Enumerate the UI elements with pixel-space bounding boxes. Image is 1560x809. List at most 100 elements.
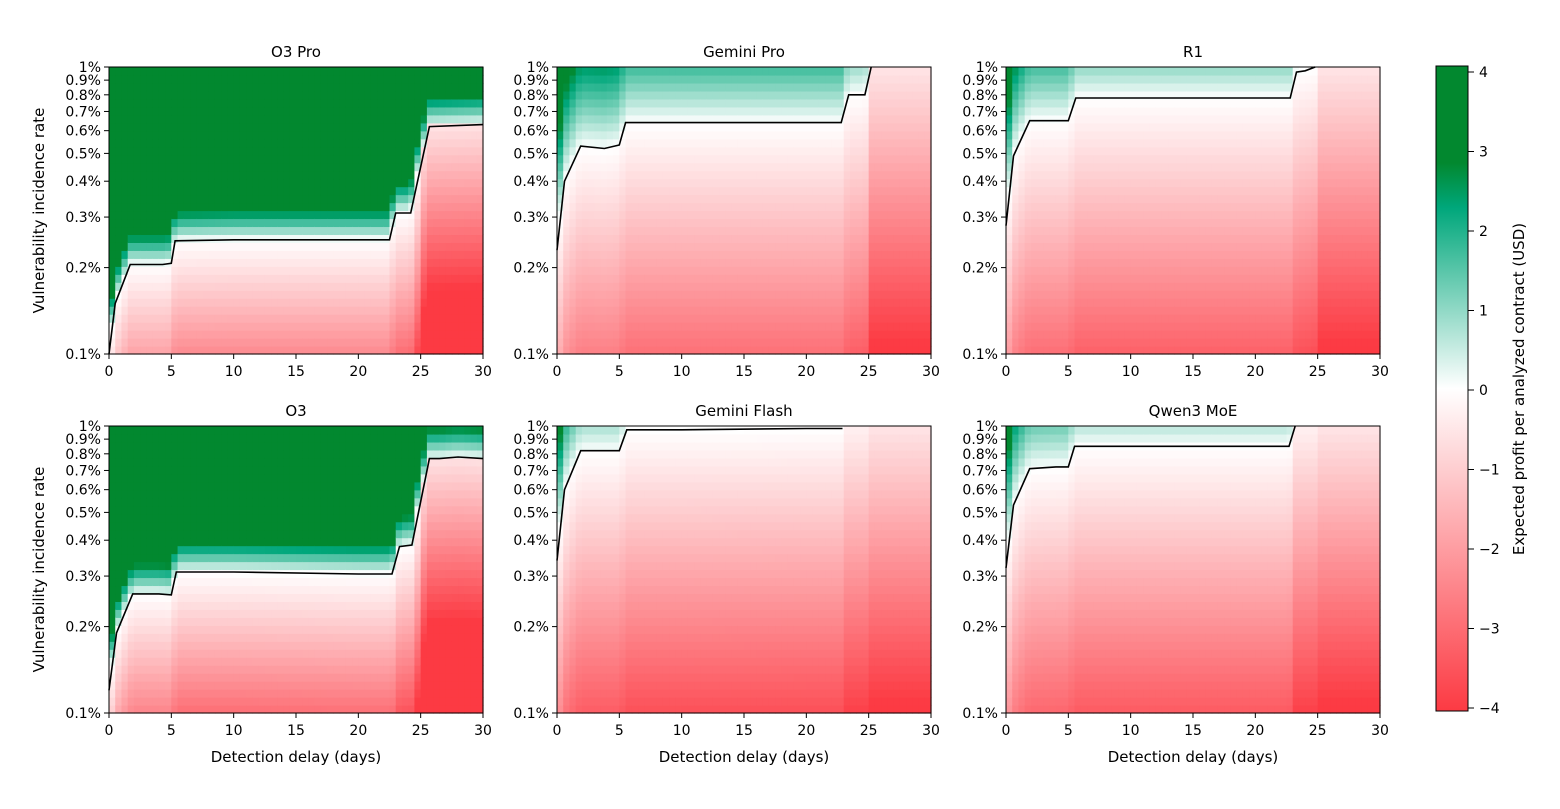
heatmap-cell — [196, 74, 204, 84]
heatmap-cell — [420, 242, 428, 251]
heatmap-cell — [588, 186, 595, 196]
heatmap-cell — [339, 178, 347, 188]
heatmap-cell — [190, 106, 197, 116]
heatmap-cell — [837, 98, 845, 108]
heatmap-cell — [395, 226, 403, 236]
heatmap-cell — [233, 170, 241, 180]
heatmap-cell — [470, 266, 478, 275]
heatmap-cell — [719, 194, 726, 204]
heatmap-cell — [115, 178, 123, 188]
heatmap-cell — [445, 122, 453, 132]
heatmap-cell — [433, 346, 440, 355]
heatmap-cell — [370, 218, 378, 228]
heatmap-cell — [762, 274, 770, 283]
heatmap-cell — [377, 258, 384, 267]
heatmap-cell — [1093, 202, 1101, 212]
heatmap-cell — [862, 338, 870, 347]
heatmap-cell — [252, 322, 260, 331]
heatmap-cell — [327, 298, 334, 307]
heatmap-cell — [600, 194, 608, 204]
heatmap-cell — [364, 290, 372, 299]
heatmap-cell — [433, 138, 440, 148]
heatmap-cell — [389, 194, 397, 204]
heatmap-cell — [377, 218, 384, 228]
heatmap-cell — [221, 114, 229, 124]
heatmap-cell — [613, 106, 620, 116]
heatmap-cell — [588, 258, 595, 267]
heatmap-cell — [258, 210, 266, 220]
heatmap-cell — [613, 338, 620, 347]
heatmap-cell — [1024, 154, 1032, 164]
heatmap-cell — [127, 266, 135, 275]
heatmap-cell — [308, 338, 316, 347]
heatmap-cell — [352, 74, 359, 84]
heatmap-cell — [818, 146, 826, 156]
heatmap-cell — [308, 250, 316, 259]
x-tick-label: 0 — [553, 364, 562, 380]
heatmap-cell — [849, 122, 857, 132]
heatmap-cell — [408, 346, 416, 355]
heatmap-cell — [606, 242, 614, 251]
heatmap-cell — [221, 146, 229, 156]
heatmap-cell — [183, 346, 191, 355]
heatmap-cell — [812, 274, 820, 283]
heatmap-cell — [358, 330, 366, 339]
heatmap-cell — [1030, 298, 1038, 307]
heatmap-cell — [638, 122, 645, 132]
heatmap-cell — [638, 186, 645, 196]
heatmap-cell — [557, 138, 564, 148]
heatmap-cell — [333, 250, 341, 259]
heatmap-cell — [345, 194, 353, 204]
heatmap-cell — [302, 234, 310, 243]
heatmap-cell — [127, 130, 135, 140]
heatmap-cell — [800, 346, 807, 355]
heatmap-cell — [1043, 226, 1051, 236]
heatmap-cell — [140, 322, 147, 331]
heatmap-cell — [669, 274, 677, 283]
heatmap-cell — [918, 242, 926, 251]
heatmap-cell — [1099, 194, 1107, 204]
heatmap-cell — [681, 266, 689, 275]
heatmap-cell — [868, 258, 876, 267]
heatmap-cell — [196, 346, 204, 355]
heatmap-cell — [271, 314, 278, 323]
heatmap-cell — [358, 74, 366, 84]
heatmap-cell — [725, 258, 733, 267]
heatmap-cell — [158, 114, 166, 124]
heatmap-cell — [227, 146, 235, 156]
heatmap-cell — [918, 146, 926, 156]
heatmap-cell — [327, 226, 334, 236]
heatmap-cell — [887, 74, 895, 84]
heatmap-cell — [725, 202, 733, 212]
heatmap-cell — [1062, 82, 1069, 92]
heatmap-cell — [793, 202, 801, 212]
heatmap-cell — [470, 194, 478, 204]
heatmap-cell — [426, 98, 434, 108]
heatmap-cell — [1024, 90, 1032, 100]
heatmap-cell — [165, 98, 172, 108]
heatmap-cell — [669, 154, 677, 164]
heatmap-cell — [345, 67, 353, 76]
heatmap-cell — [837, 130, 845, 140]
heatmap-cell — [433, 154, 440, 164]
heatmap-cell — [856, 154, 864, 164]
heatmap-cell — [1080, 202, 1088, 212]
heatmap-cell — [158, 290, 166, 299]
heatmap-cell — [831, 226, 839, 236]
heatmap-cell — [893, 290, 901, 299]
heatmap-cell — [401, 114, 409, 124]
heatmap-cell — [408, 178, 416, 188]
heatmap-cell — [296, 186, 303, 196]
heatmap-cell — [1087, 82, 1094, 92]
heatmap-cell — [1087, 226, 1094, 236]
y-tick-label: 0.1% — [513, 347, 549, 363]
heatmap-cell — [557, 330, 564, 339]
heatmap-cell — [364, 338, 372, 347]
heatmap-cell — [581, 218, 589, 228]
heatmap-cell — [1074, 74, 1082, 84]
heatmap-cell — [600, 90, 608, 100]
heatmap-cell — [177, 210, 185, 220]
heatmap-cell — [1087, 146, 1094, 156]
heatmap-cell — [750, 338, 758, 347]
heatmap-cell — [843, 74, 851, 84]
